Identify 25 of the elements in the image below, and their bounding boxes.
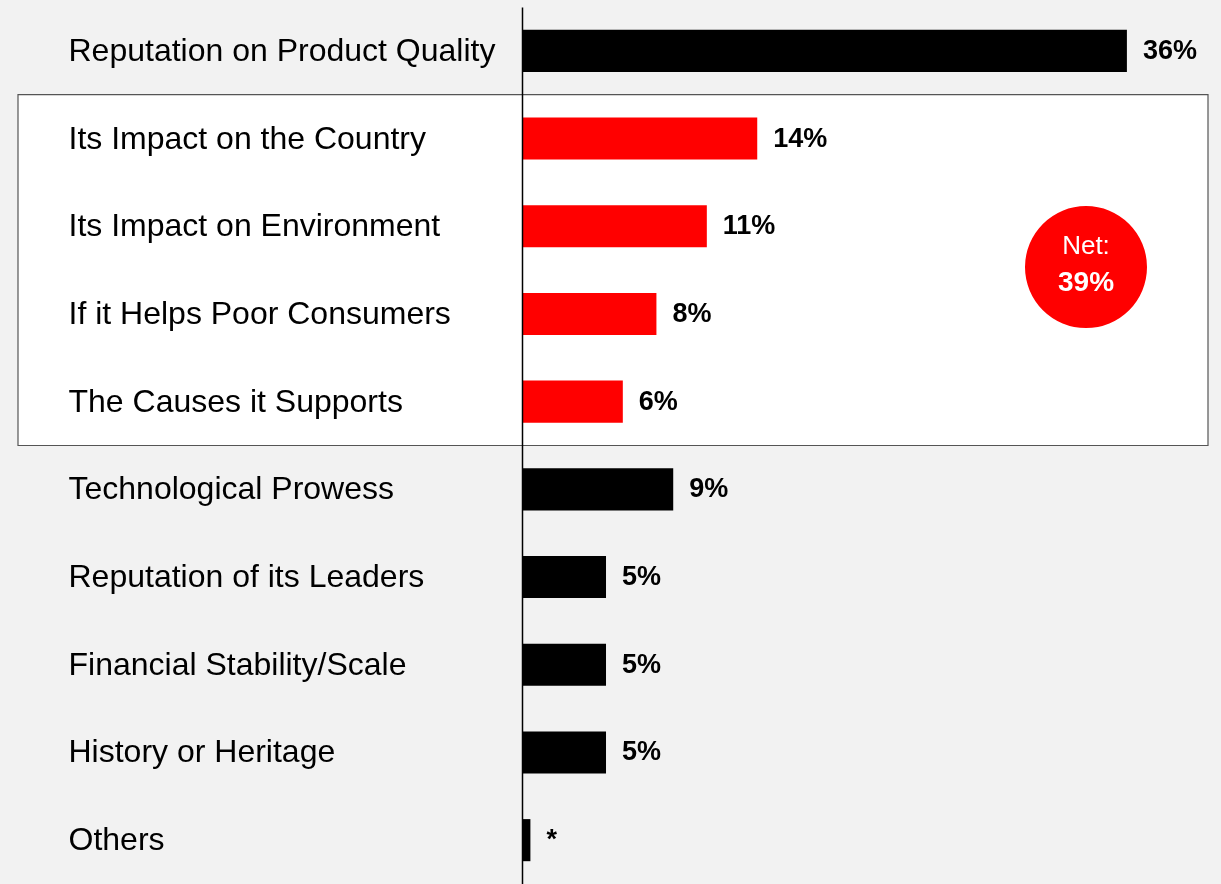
y-tick-label: If it Helps Poor Consumers [68,294,451,331]
y-tick-label: Technological Prowess [68,470,394,507]
data-label: 9% [689,473,729,504]
y-tick-label: Its Impact on the Country [68,119,426,156]
y-tick-label: Reputation of its Leaders [68,558,425,595]
band-label: Net: 39% [1057,230,1115,298]
bar [522,292,657,335]
y-tick-label: Its Impact on Environment [68,207,441,244]
data-label: 6% [638,385,678,416]
y-tick-label: Reputation on Product Quality [68,31,496,68]
bar [522,380,623,423]
y-tick-label: Others [68,821,165,858]
data-label: 11% [722,210,776,241]
data-label: 5% [622,736,662,767]
data-label: 36% [1142,34,1197,65]
y-tick-label: The Causes it Supports [68,382,403,419]
y-tick-label: History or Heritage [68,733,336,770]
data-label: 5% [622,561,662,592]
y-tick-label: Financial Stability/Scale [68,645,407,682]
data-label: 14% [773,122,828,153]
data-label: * [546,824,558,855]
data-label: 5% [622,648,662,679]
bar [522,205,707,248]
data-label: 8% [672,297,712,328]
bar [522,117,758,160]
